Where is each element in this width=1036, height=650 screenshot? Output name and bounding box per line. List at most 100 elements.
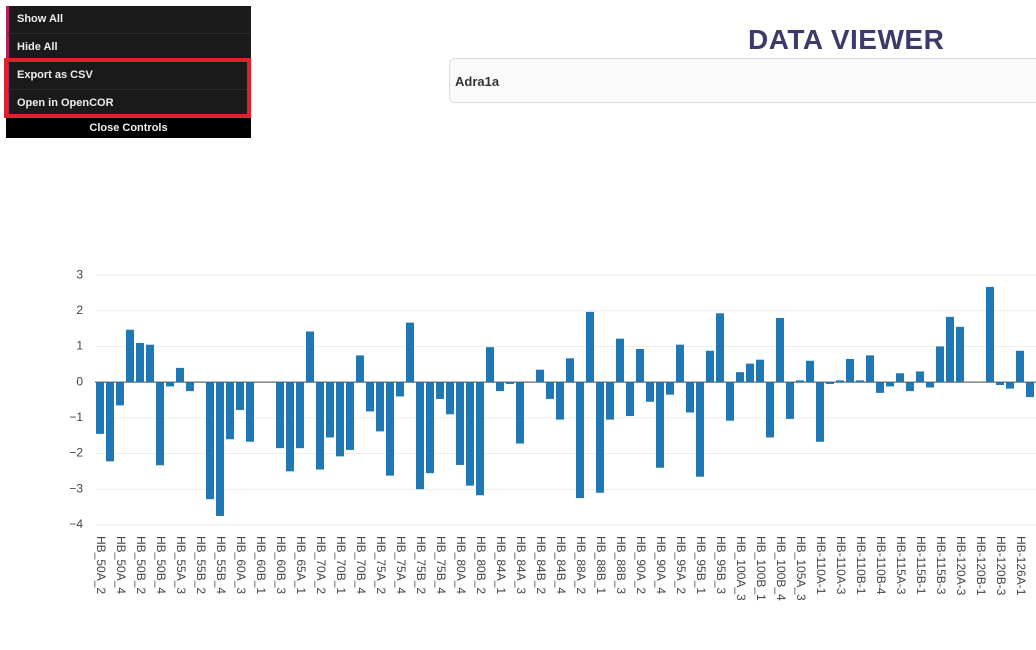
- bar: [626, 382, 634, 417]
- bar: [826, 382, 834, 384]
- bar: [216, 382, 224, 516]
- bar: [1016, 350, 1024, 383]
- bar: [516, 382, 524, 444]
- bar: [786, 382, 794, 419]
- x-tick-label: HB-126A-1: [1014, 536, 1028, 596]
- bar: [116, 382, 124, 406]
- bar: [1006, 382, 1014, 389]
- x-tick-label: HB-120A-3: [954, 536, 968, 596]
- bar: [916, 371, 924, 383]
- x-tick-label: HB_90A_2: [634, 536, 648, 594]
- bar: [556, 382, 564, 420]
- x-tick-label: HB_60A_3: [234, 536, 248, 594]
- bar: [906, 382, 914, 392]
- bar: [986, 286, 994, 383]
- bar: [836, 380, 844, 383]
- x-tick-label: HB-110A-1: [814, 536, 828, 595]
- x-tick-label: HB_75B_4: [434, 536, 448, 594]
- bar: [466, 382, 474, 486]
- x-tick-label: HB_84B_2: [534, 536, 548, 594]
- x-tick-label: HB_55B_4: [214, 536, 228, 594]
- x-tick-label: HB_75A_2: [374, 536, 388, 594]
- bar: [386, 382, 394, 476]
- bar: [496, 382, 504, 392]
- x-tick-label: HB_65A_1: [294, 536, 308, 594]
- bar: [356, 355, 364, 383]
- bar: [226, 382, 234, 440]
- bar: [306, 331, 314, 383]
- bar: [286, 382, 294, 472]
- bar: [546, 382, 554, 399]
- bar: [666, 382, 674, 395]
- y-tick-label: −3: [69, 481, 83, 495]
- close-controls[interactable]: Close Controls: [6, 118, 251, 138]
- bar: [696, 382, 704, 477]
- control-menu: Show All Hide All Export as CSV Open in …: [6, 6, 251, 138]
- x-tick-label: HB_50B_2: [134, 536, 148, 594]
- bar: [996, 382, 1004, 386]
- bar: [946, 316, 954, 383]
- x-tick-label: HB_105A_3: [794, 536, 808, 601]
- x-tick-label: HB_95A_2: [674, 536, 688, 594]
- bar: [406, 322, 414, 383]
- x-tick-label: HB_75A_4: [394, 536, 408, 594]
- bar: [146, 344, 154, 383]
- x-tick-label: HB_84B_4: [554, 536, 568, 594]
- bar: [316, 382, 324, 470]
- bar: [576, 382, 584, 499]
- bar: [746, 363, 754, 383]
- x-tick-label: HB_75B_2: [414, 536, 428, 594]
- x-tick-label: HB-115B-1: [914, 536, 928, 595]
- search-box[interactable]: Adra1a: [449, 58, 1036, 103]
- bar: [876, 382, 884, 393]
- bar: [156, 382, 164, 466]
- x-tick-label: HB-120B-1: [974, 536, 988, 596]
- bar: [206, 382, 214, 500]
- bar: [176, 367, 184, 383]
- x-tick-label: HB-110B-4: [874, 536, 888, 595]
- bar: [106, 382, 114, 462]
- x-tick-label: HB-120B-3: [994, 536, 1008, 596]
- x-tick-label: HB_100B_1: [754, 536, 768, 601]
- x-tick-label: HB_60B_3: [274, 536, 288, 594]
- bar: [456, 382, 464, 465]
- menu-item[interactable]: Show All: [6, 6, 251, 34]
- bar: [646, 382, 654, 402]
- bar: [476, 382, 484, 496]
- x-tick-label: HB-110B-1: [854, 536, 868, 595]
- bar: [416, 382, 424, 490]
- x-tick-label: HB_88A_2: [574, 536, 588, 594]
- bar: [276, 382, 284, 449]
- bar: [566, 358, 574, 383]
- y-tick-label: −4: [69, 517, 83, 531]
- bar: [956, 326, 964, 383]
- x-tick-label: HB_80A_4: [454, 536, 468, 594]
- y-tick-label: −1: [69, 410, 83, 424]
- x-tick-label: HB-115B-3: [934, 536, 948, 595]
- bar: [376, 382, 384, 432]
- bar: [736, 372, 744, 383]
- x-tick-label: HB_90A_4: [654, 536, 668, 594]
- bar: [676, 344, 684, 383]
- bar: [896, 373, 904, 383]
- x-tick-label: HB_70B_4: [354, 536, 368, 594]
- bar: [96, 382, 104, 434]
- bar: [186, 382, 194, 392]
- bar: [686, 382, 694, 413]
- bar: [716, 313, 724, 383]
- bar: [726, 382, 734, 421]
- x-tick-label: HB_50A_4: [114, 536, 128, 594]
- bar: [236, 382, 244, 410]
- y-tick-label: 1: [76, 339, 83, 353]
- bar: [606, 382, 614, 420]
- x-tick-label: HB-110A-3: [834, 536, 848, 595]
- bar: [136, 342, 144, 383]
- bar: [326, 382, 334, 438]
- y-tick-label: 2: [76, 303, 83, 317]
- x-tick-label: HB_84A_1: [494, 536, 508, 594]
- x-tick-label: HB_50B_4: [154, 536, 168, 594]
- y-tick-label: −2: [69, 446, 83, 460]
- x-tick-label: HB_95B_1: [694, 536, 708, 594]
